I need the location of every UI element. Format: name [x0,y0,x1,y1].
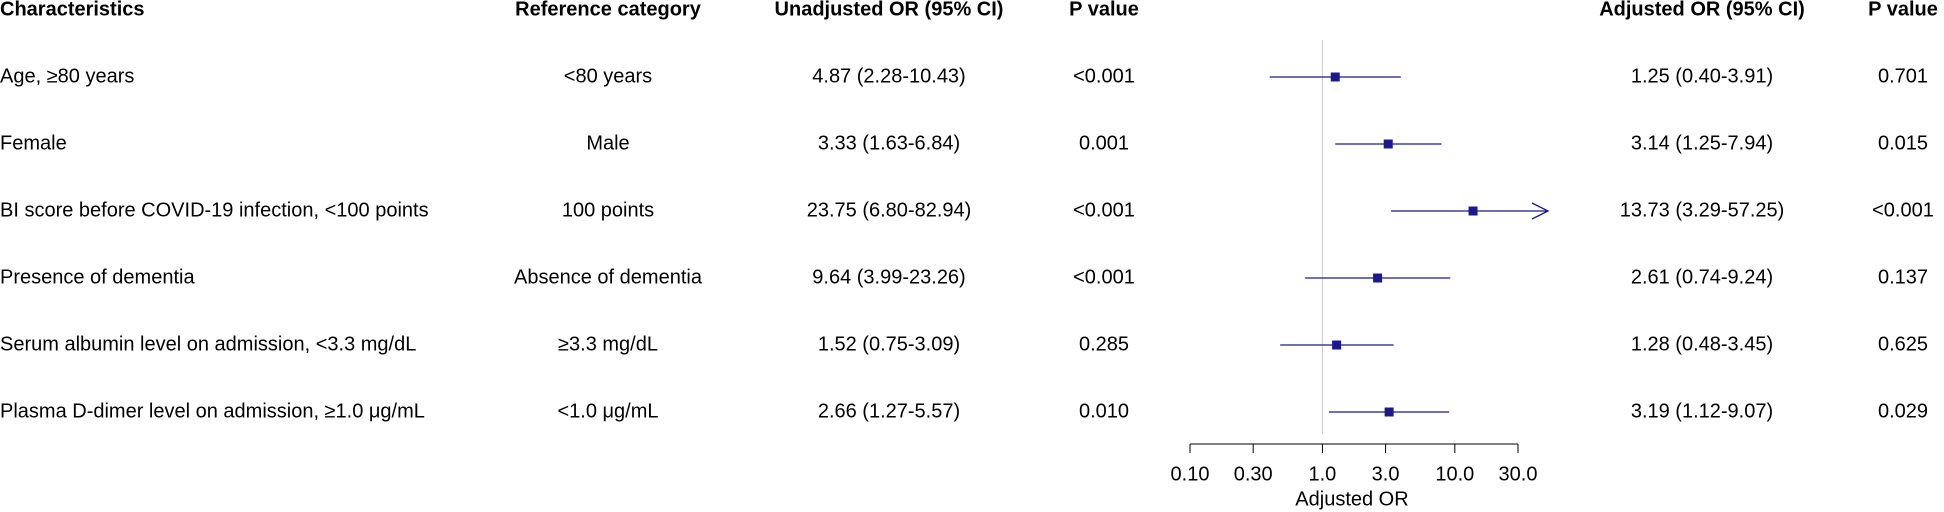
table-cell: Female [0,132,67,154]
x-tick-label: 0.30 [1234,463,1273,485]
table-cell: 0.015 [1878,132,1928,154]
table-cell: 0.010 [1079,400,1129,422]
table-cell: 0.137 [1878,266,1928,288]
column-header: Reference category [515,0,702,20]
table-cell: <0.001 [1872,199,1934,221]
table-cell: 0.701 [1878,65,1928,87]
table-cell: 0.285 [1079,333,1129,355]
point-estimate [1330,72,1340,82]
table-cell: 1.28 (0.48-3.45) [1631,333,1773,355]
table-cell: BI score before COVID-19 infection, <100… [0,199,429,221]
table-cell: 1.52 (0.75-3.09) [818,333,960,355]
x-axis-label: Adjusted OR [1295,488,1408,510]
table-cell: 3.33 (1.63-6.84) [818,132,960,154]
point-estimate [1383,139,1393,149]
table-cell: 23.75 (6.80-82.94) [807,199,972,221]
table-cell: 0.625 [1878,333,1928,355]
x-tick-label: 10.0 [1435,463,1474,485]
table-cell: <0.001 [1073,65,1135,87]
column-header: P value [1868,0,1938,20]
table-cell: Serum albumin level on admission, <3.3 m… [0,333,416,355]
table-cell: 2.66 (1.27-5.57) [818,400,960,422]
ci-arrow [1531,202,1550,220]
table-cell: ≥3.3 mg/dL [558,333,658,355]
point-estimate [1373,273,1383,283]
table-cell: <0.001 [1073,199,1135,221]
table-cell: Absence of dementia [514,266,703,288]
point-estimate [1332,340,1342,350]
table-cell: 3.14 (1.25-7.94) [1631,132,1773,154]
table-cell: 2.61 (0.74-9.24) [1631,266,1773,288]
table-cell: Presence of dementia [0,266,195,288]
table-cell: Male [586,132,629,154]
column-header: Adjusted OR (95% CI) [1599,0,1805,20]
point-estimate [1384,407,1394,417]
table-cell: 3.19 (1.12-9.07) [1631,400,1773,422]
point-estimate [1468,206,1478,216]
table-cell: <1.0 μg/mL [557,400,658,422]
table-cell: 0.029 [1878,400,1928,422]
table-cell: <0.001 [1073,266,1135,288]
table-cell: 100 points [562,199,654,221]
x-tick-label: 30.0 [1499,463,1538,485]
table-cell: 4.87 (2.28-10.43) [812,65,965,87]
x-tick-label: 3.0 [1372,463,1400,485]
column-header: Characteristics [0,0,145,20]
x-tick-label: 1.0 [1309,463,1337,485]
column-header: P value [1069,0,1139,20]
table-cell: Age, ≥80 years [0,65,134,87]
table-cell: 0.001 [1079,132,1129,154]
table-cell: 13.73 (3.29-57.25) [1620,199,1785,221]
table-cell: Plasma D-dimer level on admission, ≥1.0 … [0,400,425,422]
x-tick-label: 0.10 [1171,463,1210,485]
table-cell: 9.64 (3.99-23.26) [812,266,965,288]
table-cell: <80 years [564,65,652,87]
column-header: Unadjusted OR (95% CI) [775,0,1004,20]
table-cell: 1.25 (0.40-3.91) [1631,65,1773,87]
